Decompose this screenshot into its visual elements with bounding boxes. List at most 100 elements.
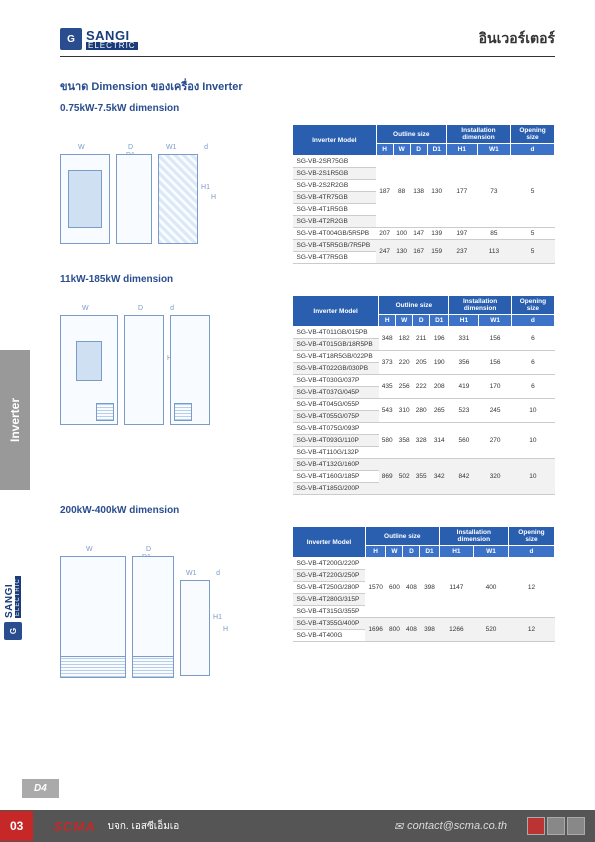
cell-value: 5 — [511, 240, 555, 264]
dimension-section: W D D1 W1 d H1 H Inverter Model Out — [60, 124, 555, 264]
cell-value: 355 — [413, 459, 430, 495]
col-group-install: Installation dimension — [449, 296, 511, 315]
cell-value: 237 — [446, 240, 477, 264]
cell-value: 408 — [403, 558, 420, 618]
cell-model: SG-VB-4T355G/400P — [293, 618, 366, 630]
col-group-install: Installation dimension — [439, 527, 508, 546]
cell-model: SG-VB-4T5R5GB/7R5PB — [293, 240, 377, 252]
cell-model: SG-VB-4T220G/250P — [293, 570, 366, 582]
cell-model: SG-VB-4T030G/037P — [293, 375, 379, 387]
col-group-opening: Opening size — [508, 527, 554, 546]
col-group-outline: Outline size — [365, 527, 439, 546]
cell-value: 5 — [511, 228, 555, 240]
col-H: H — [379, 315, 396, 327]
cell-model: SG-VB-4T1R5GB — [293, 204, 377, 216]
cert-badge — [567, 817, 585, 835]
cell-value: 156 — [479, 327, 511, 351]
col-H: H — [376, 144, 393, 156]
col-W1: W1 — [479, 315, 511, 327]
cert-badge — [547, 817, 565, 835]
cell-model: SG-VB-4T7R5GB — [293, 252, 377, 264]
cell-model: SG-VB-4T004GB/5R5PB — [293, 228, 377, 240]
page-tab: D4 — [22, 779, 59, 798]
cell-value: 196 — [430, 327, 449, 351]
col-D: D — [403, 546, 420, 558]
side-logo: G SANGI ELECTRIC — [4, 576, 22, 640]
table-row: SG-VB-2SR75GB18788138130177735 — [293, 156, 555, 168]
cell-value: 222 — [413, 375, 430, 399]
cell-value: 177 — [446, 156, 477, 228]
footer-contact: ✉ contact@scma.co.th — [394, 820, 515, 833]
cell-value: 1266 — [439, 618, 473, 642]
col-d: d — [511, 144, 555, 156]
cell-value: 10 — [511, 399, 554, 423]
cell-value: 73 — [477, 156, 510, 228]
cell-value: 147 — [410, 228, 427, 240]
footer-brand: SCMA — [53, 819, 95, 834]
col-W: W — [386, 546, 403, 558]
table-row: SG-VB-4T004GB/5R5PB207100147139197855 — [293, 228, 555, 240]
cell-value: 6 — [511, 351, 554, 375]
cell-value: 1696 — [365, 618, 385, 642]
cell-model: SG-VB-4T185G/200P — [293, 483, 379, 495]
cell-model: SG-VB-4T022GB/030PB — [293, 363, 379, 375]
cell-value: 88 — [393, 156, 410, 228]
col-group-opening: Opening size — [511, 296, 554, 315]
cell-value: 523 — [449, 399, 479, 423]
logo-icon: G — [60, 28, 82, 50]
cell-value: 220 — [396, 351, 413, 375]
cell-value: 205 — [413, 351, 430, 375]
side-tab-label: Inverter — [8, 398, 22, 442]
cell-value: 6 — [511, 375, 554, 399]
dimension-diagram: W D d H1 H — [60, 295, 280, 425]
cert-badge — [527, 817, 545, 835]
col-model: Inverter Model — [293, 125, 377, 156]
col-d: d — [511, 315, 554, 327]
cell-value: 310 — [396, 399, 413, 423]
cell-value: 520 — [474, 618, 509, 642]
cell-value: 358 — [396, 423, 413, 459]
cell-model: SG-VB-4T200G/220P — [293, 558, 366, 570]
col-W1: W1 — [477, 144, 510, 156]
section-title: 11kW-185kW dimension — [60, 274, 555, 285]
cell-value: 398 — [420, 558, 439, 618]
cell-value: 256 — [396, 375, 413, 399]
page-number: 03 — [0, 811, 33, 841]
cell-model: SG-VB-4T037G/045P — [293, 387, 379, 399]
table-row: SG-VB-4T045G/055P54331028026552324510 — [293, 399, 555, 411]
col-W1: W1 — [474, 546, 509, 558]
cell-value: 800 — [386, 618, 403, 642]
header-title: อินเวอร์เตอร์ — [479, 28, 555, 50]
dimension-diagram: W D D1 W1 d H1 H — [60, 124, 280, 244]
dimension-diagram: W D D1 W1 d H1 H — [60, 526, 280, 676]
spec-table: Inverter Model Outline size Installation… — [292, 295, 555, 495]
col-D1: D1 — [430, 315, 449, 327]
cell-value: 280 — [413, 399, 430, 423]
cell-value: 435 — [379, 375, 396, 399]
col-group-opening: Opening size — [511, 125, 555, 144]
cell-value: 207 — [376, 228, 393, 240]
cell-model: SG-VB-2SR75GB — [293, 156, 377, 168]
dimension-section: W D D1 W1 d H1 H Inverter Model Outline … — [60, 526, 555, 676]
cell-model: SG-VB-2S2R2GB — [293, 180, 377, 192]
cell-model: SG-VB-4T055G/075P — [293, 411, 379, 423]
col-W: W — [396, 315, 413, 327]
cell-model: SG-VB-4T160G/185P — [293, 471, 379, 483]
page-header: G SANGI ELECTRIC อินเวอร์เตอร์ — [60, 28, 555, 57]
cell-model: SG-VB-4T015GB/18R5PB — [293, 339, 379, 351]
cell-model: SG-VB-4T280G/315P — [293, 594, 366, 606]
side-tab: Inverter — [0, 350, 30, 490]
col-H: H — [365, 546, 385, 558]
cell-value: 187 — [376, 156, 393, 228]
col-d: d — [508, 546, 554, 558]
cell-value: 580 — [379, 423, 396, 459]
table-row: SG-VB-4T355G/400P1696800408398126652012 — [293, 618, 555, 630]
section-title: 200kW-400kW dimension — [60, 505, 555, 516]
cell-value: 320 — [479, 459, 511, 495]
cell-value: 130 — [427, 156, 446, 228]
table-row: SG-VB-4T132G/160P86950235534284232010 — [293, 459, 555, 471]
cell-value: 247 — [376, 240, 393, 264]
cell-model: SG-VB-4T2R2GB — [293, 216, 377, 228]
cell-value: 270 — [479, 423, 511, 459]
contact-email: contact@scma.co.th — [407, 820, 507, 832]
